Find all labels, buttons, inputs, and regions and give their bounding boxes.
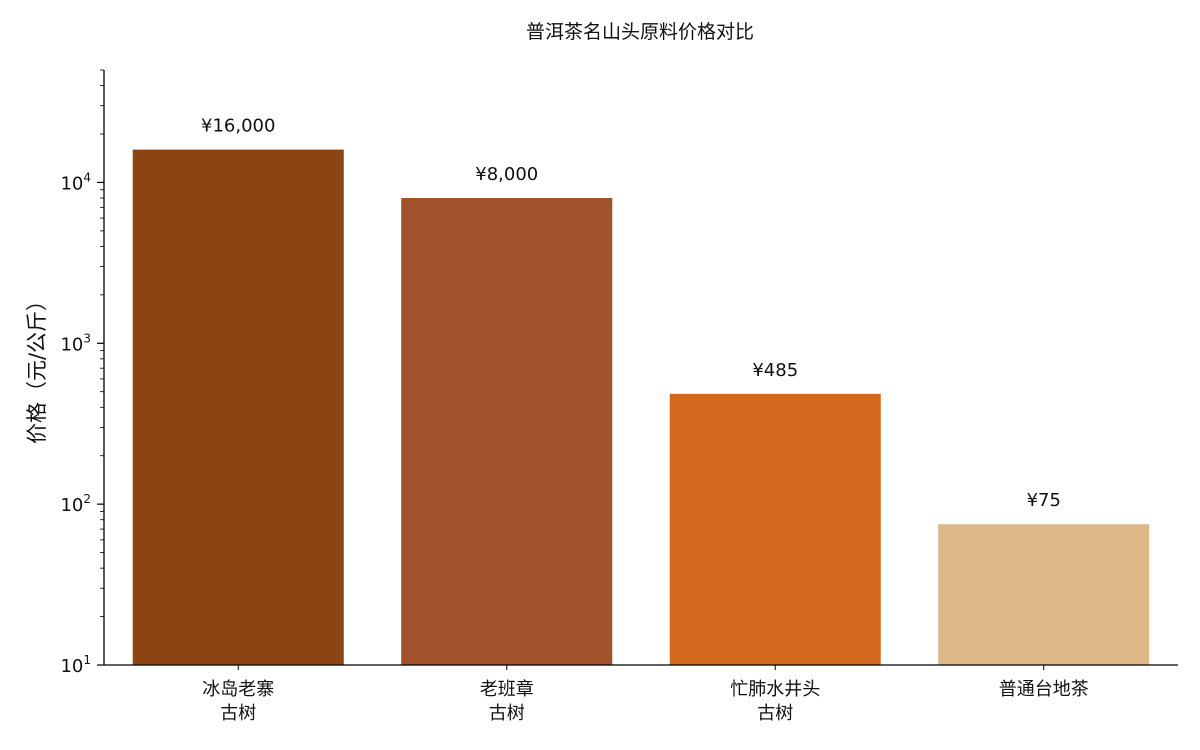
bar (669, 393, 881, 665)
y-axis-label: 价格（元/公斤） (25, 290, 49, 444)
y-tick-label: 102 (60, 492, 91, 516)
x-tick-label: 古树 (757, 703, 793, 724)
x-tick-label: 老班章 (480, 679, 534, 700)
y-tick-base: 10 (60, 495, 83, 516)
bar-value-label: ¥485 (752, 360, 798, 381)
x-tick-label: 忙肺水井头 (730, 679, 820, 700)
bar-value-label: ¥75 (1027, 490, 1061, 511)
x-tick-label: 冰岛老寨 (202, 679, 274, 700)
x-tick-label: 古树 (220, 703, 256, 724)
y-tick-base: 10 (60, 656, 83, 677)
bar-value-label: ¥8,000 (475, 164, 538, 185)
y-tick-exponent: 1 (83, 653, 91, 667)
y-tick-label: 104 (60, 170, 91, 194)
chart-title: 普洱茶名山头原料价格对比 (526, 21, 754, 43)
bar (401, 198, 613, 666)
y-tick-base: 10 (60, 334, 83, 355)
y-tick-base: 10 (60, 173, 83, 194)
bar-value-label: ¥16,000 (201, 116, 275, 137)
x-tick-label: 古树 (489, 703, 525, 724)
y-tick-label: 103 (60, 331, 91, 355)
bar (938, 524, 1150, 665)
y-tick-exponent: 3 (83, 331, 91, 345)
y-tick-label: 101 (60, 653, 91, 677)
x-tick-label: 普通台地茶 (999, 679, 1089, 700)
y-tick-exponent: 2 (83, 492, 91, 506)
y-tick-exponent: 4 (83, 170, 91, 184)
bar (132, 149, 344, 666)
